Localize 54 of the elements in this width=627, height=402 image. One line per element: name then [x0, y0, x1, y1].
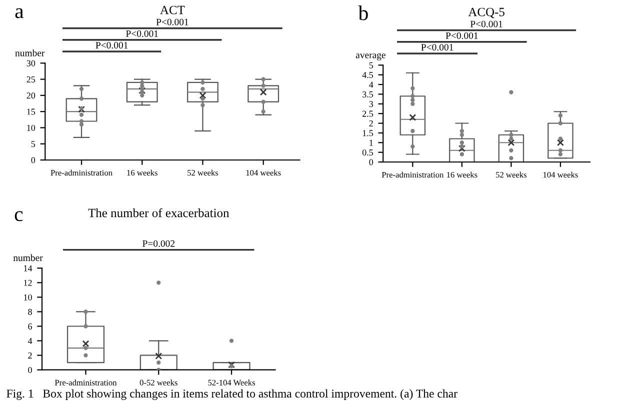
text: c [14, 211, 23, 222]
x-tick-label: 104 weeks [246, 170, 281, 176]
y-tick-label: 6 [28, 323, 32, 330]
text: P<0.001 [96, 42, 128, 49]
x-tick-label: 16 weeks [127, 170, 158, 176]
y-tick-label: 0 [28, 366, 32, 374]
x-tick-label: 52-104 Weeks [208, 380, 255, 386]
y-tick-label: 4 [28, 338, 32, 344]
y-tick-label: 2 [369, 120, 373, 126]
y-tick-label: 1 [370, 140, 373, 146]
text: b [358, 6, 368, 20]
y-tick-label: 8 [28, 308, 32, 315]
y-tick-label: 12 [24, 280, 32, 286]
x-tick-label: Pre-administration [54, 380, 117, 386]
text: P=0.002 [142, 240, 174, 247]
y-tick-label: 4 [369, 82, 374, 88]
y-tick-label: 3.5 [362, 91, 374, 98]
y-axis-title: number [15, 49, 45, 56]
text: P<0.001 [126, 30, 158, 37]
chart-title: ACQ-5 [468, 8, 504, 18]
x-tick-label: 52 weeks [496, 172, 527, 178]
y-tick-label: 15 [27, 108, 36, 115]
y-tick-label: 2 [28, 352, 32, 358]
x-tick-label: Pre-administration [382, 172, 444, 178]
text: P<0.001 [421, 44, 454, 51]
y-tick-label: 4.5 [362, 72, 374, 78]
text: a [15, 8, 24, 18]
y-tick-label: 1.5 [362, 130, 374, 136]
y-tick-label: 0 [31, 157, 36, 164]
y-tick-label: 14 [24, 265, 32, 272]
y-tick-label: 3 [369, 101, 374, 108]
y-tick-label: 30 [26, 60, 36, 66]
x-tick-label: 0-52 weeks [140, 380, 178, 386]
y-axis-title: average [356, 53, 386, 60]
x-tick-label: 16 weeks [447, 172, 478, 178]
y-tick-label: 10 [27, 124, 36, 131]
y-tick-label: 20 [26, 92, 36, 99]
caption: Fig. 1 Box plot showing changes in items related to asthma control improvement. (a) The char [6, 389, 458, 400]
text: P<0.001 [156, 18, 188, 26]
chart-title: ACT [160, 6, 185, 14]
text: P<0.001 [446, 32, 478, 39]
x-tick-label: Pre-administration [50, 170, 112, 176]
x-tick-label: 104 weeks [543, 172, 578, 178]
y-tick-label: 25 [26, 76, 36, 82]
x-tick-label: 52 weeks [188, 170, 218, 176]
y-tick-label: 10 [24, 294, 32, 300]
y-tick-label: 5 [369, 62, 374, 68]
chart-title: The number of exacerbation [88, 208, 230, 218]
y-tick-label: 0.5 [362, 149, 374, 156]
y-tick-label: 2.5 [362, 110, 374, 117]
text: P<0.001 [470, 20, 502, 28]
y-tick-label: 0 [369, 159, 374, 166]
y-axis-title: number [13, 254, 43, 262]
y-tick-label: 5 [31, 141, 36, 148]
